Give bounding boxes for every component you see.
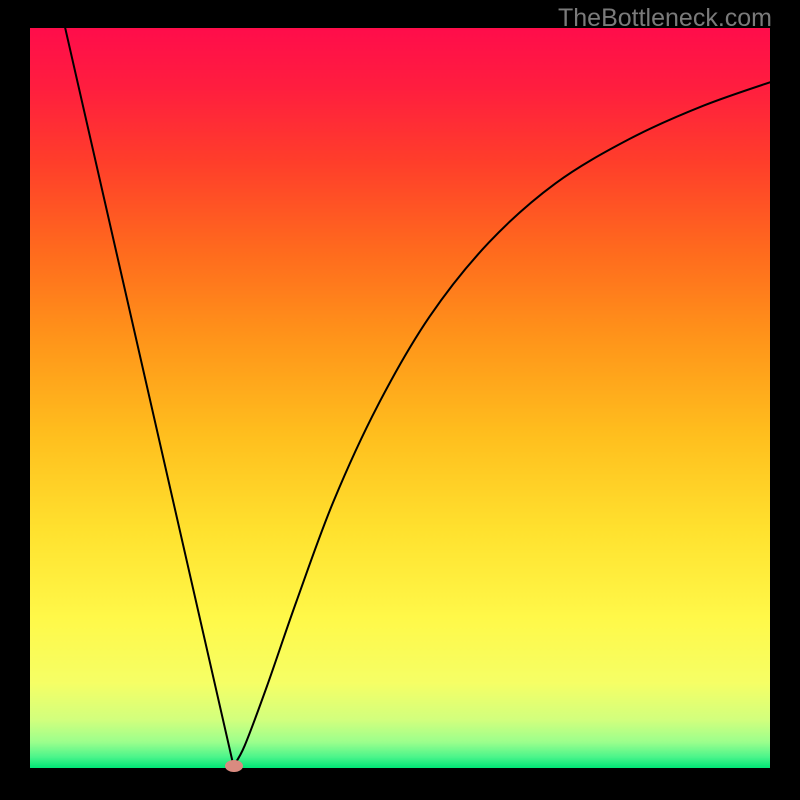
minimum-marker bbox=[225, 760, 243, 772]
watermark-text: TheBottleneck.com bbox=[558, 4, 772, 33]
bottleneck-curve bbox=[0, 0, 800, 800]
chart-container: TheBottleneck.com bbox=[0, 0, 800, 800]
curve-path bbox=[62, 13, 778, 766]
